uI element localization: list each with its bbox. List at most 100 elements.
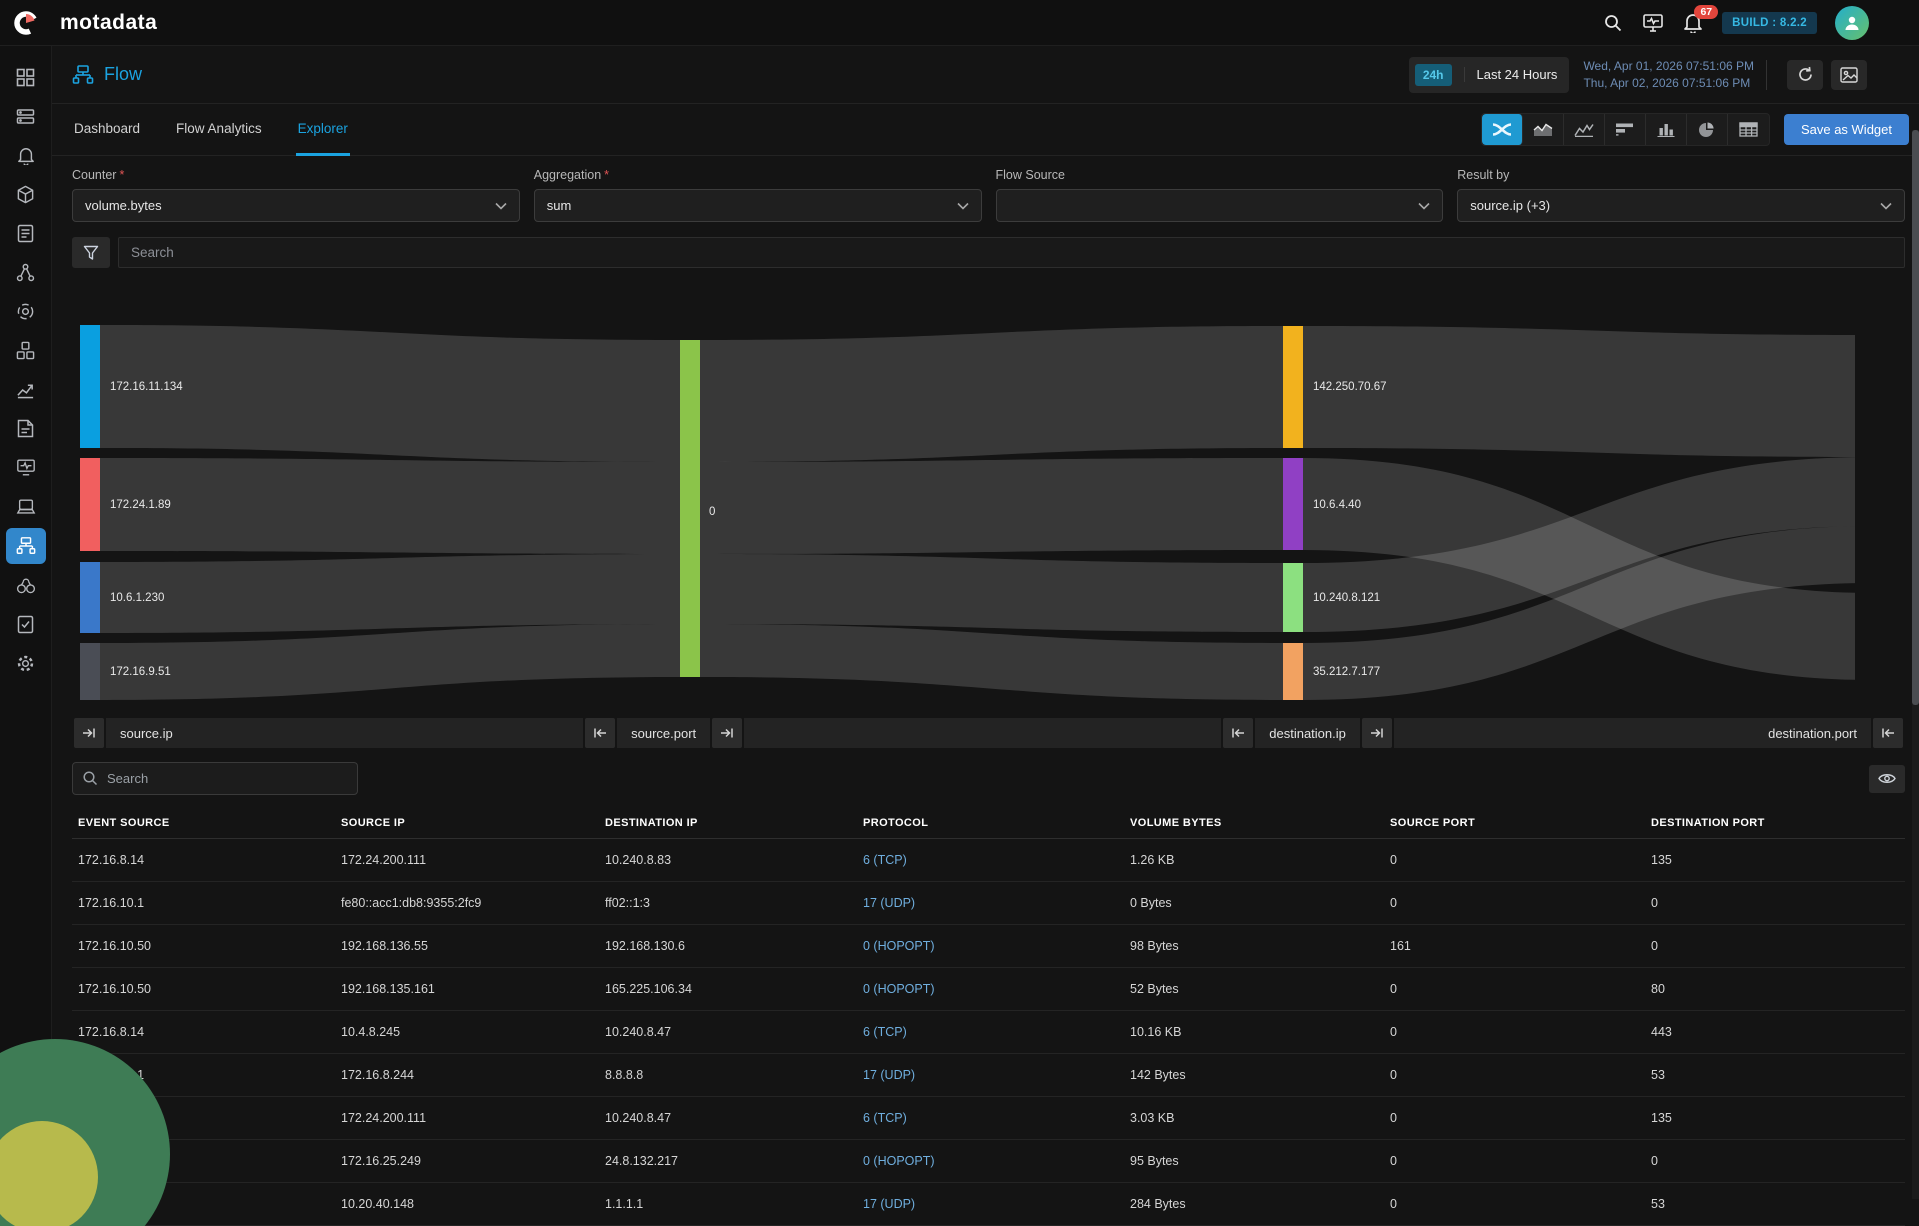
table-row[interactable]: 172.16.10.1 fe80::acc1:db8:9355:2fc9 ff0…	[72, 882, 1905, 925]
system-monitor-icon[interactable]	[1642, 12, 1664, 34]
table-row[interactable]: 172.16.10.1 10.20.40.148 1.1.1.1 17 (UDP…	[72, 1183, 1905, 1226]
table-row[interactable]: 172.16.10.50 192.168.135.161 165.225.106…	[72, 968, 1905, 1011]
top-header: motadata 67 BUILD : 8.2.2	[0, 0, 1919, 46]
flow-table: EVENT SOURCE SOURCE IP DESTINATION IP PR…	[72, 807, 1905, 1226]
search-icon	[82, 770, 98, 786]
collapse-left-icon[interactable]	[1223, 718, 1253, 748]
sidebar-item-modules[interactable]	[6, 331, 46, 370]
filter-flow-source: Flow Source	[996, 168, 1444, 222]
table-row[interactable]: 172.16.8.14 10.4.8.245 10.240.8.47 6 (TC…	[72, 1011, 1905, 1054]
sidebar-item-monitoring[interactable]	[6, 448, 46, 487]
axis-label-destination-ip: destination.ip	[1255, 718, 1360, 748]
filter-result-by: Result by source.ip (+3)	[1457, 168, 1905, 222]
cell-destination-port: 0	[1651, 939, 1905, 953]
table-row[interactable]: 172.16.8.14 172.24.200.111 10.240.8.47 6…	[72, 1097, 1905, 1140]
sankey-label: 35.212.7.177	[1313, 666, 1380, 678]
collapse-right-icon[interactable]	[1362, 718, 1392, 748]
pie-chart-icon[interactable]	[1687, 114, 1728, 145]
column-header[interactable]: DESTINATION IP	[605, 817, 863, 829]
time-badge: 24h	[1415, 64, 1452, 86]
column-header[interactable]: SOURCE PORT	[1390, 817, 1651, 829]
column-visibility-eye-icon[interactable]	[1869, 765, 1905, 793]
flow-search-input[interactable]	[118, 237, 1905, 268]
sidebar-item-logs[interactable]	[6, 214, 46, 253]
sidebar-item-settings[interactable]	[6, 644, 46, 683]
sankey-node[interactable]	[80, 643, 100, 700]
table-search-input[interactable]	[72, 762, 358, 795]
column-header[interactable]: VOLUME BYTES	[1130, 817, 1390, 829]
sidebar-item-devices[interactable]	[6, 487, 46, 526]
sidebar-item-scan[interactable]	[6, 292, 46, 331]
sidebar-item-reports[interactable]	[6, 409, 46, 448]
sankey-node[interactable]	[1283, 643, 1303, 700]
collapse-right-icon[interactable]	[712, 718, 742, 748]
cell-volume-bytes: 10.16 KB	[1130, 1025, 1390, 1039]
tab-explorer[interactable]: Explorer	[296, 104, 350, 156]
sankey-node[interactable]	[1283, 563, 1303, 632]
result-by-dropdown[interactable]: source.ip (+3)	[1457, 189, 1905, 222]
aggregation-dropdown[interactable]: sum	[534, 189, 982, 222]
sidebar-item-alerts[interactable]	[6, 136, 46, 175]
collapse-left-icon[interactable]	[585, 718, 615, 748]
save-as-widget-button[interactable]: Save as Widget	[1784, 114, 1909, 145]
area-chart-icon[interactable]	[1523, 114, 1564, 145]
cell-source-port: 0	[1390, 982, 1651, 996]
sidebar-item-servers[interactable]	[6, 97, 46, 136]
table-row[interactable]: 172.16.8.14 172.24.200.111 10.240.8.83 6…	[72, 839, 1905, 882]
cell-source-port: 0	[1390, 1068, 1651, 1082]
sankey-node[interactable]	[80, 458, 100, 551]
counter-dropdown[interactable]: volume.bytes	[72, 189, 520, 222]
page-scrollbar[interactable]	[1912, 130, 1919, 1199]
tab-dashboard[interactable]: Dashboard	[72, 104, 142, 156]
search-icon[interactable]	[1602, 12, 1624, 34]
table-row[interactable]: 172.16.10.50 192.168.136.55 192.168.130.…	[72, 925, 1905, 968]
sidebar-item-dashboard[interactable]	[6, 58, 46, 97]
required-mark: *	[604, 168, 609, 182]
cell-destination-ip: 10.240.8.47	[605, 1025, 863, 1039]
table-row[interactable]: 172.16.10.50 172.16.25.249 24.8.132.217 …	[72, 1140, 1905, 1183]
build-version-badge: BUILD : 8.2.2	[1722, 12, 1817, 34]
sankey-chart[interactable]: 172.16.11.134 172.24.1.89 10.6.1.230 172…	[65, 274, 1919, 712]
sankey-label: 0	[709, 506, 715, 518]
tab-flow-analytics[interactable]: Flow Analytics	[174, 104, 264, 156]
column-header[interactable]: SOURCE IP	[341, 817, 605, 829]
horizontal-bar-chart-icon[interactable]	[1605, 114, 1646, 145]
flow-source-dropdown[interactable]	[996, 189, 1444, 222]
user-avatar[interactable]	[1835, 6, 1869, 40]
refresh-button[interactable]	[1787, 60, 1823, 90]
line-chart-icon[interactable]	[1564, 114, 1605, 145]
sankey-node[interactable]	[80, 325, 100, 448]
sankey-node[interactable]	[1283, 326, 1303, 448]
sankey-label: 172.16.11.134	[110, 381, 183, 393]
scrollbar-thumb[interactable]	[1912, 130, 1919, 705]
result-by-value: source.ip (+3)	[1470, 198, 1550, 213]
table-row[interactable]: 172.16.10.1 172.16.8.244 8.8.8.8 17 (UDP…	[72, 1054, 1905, 1097]
funnel-filter-icon[interactable]	[72, 237, 110, 268]
table-view-icon[interactable]	[1728, 114, 1769, 145]
sidebar-item-topology[interactable]	[6, 253, 46, 292]
cell-event-source: 172.16.10.1	[78, 896, 341, 910]
collapse-left-icon[interactable]	[1873, 718, 1903, 748]
time-range-picker[interactable]: 24h Last 24 Hours	[1409, 57, 1570, 93]
cell-protocol: 6 (TCP)	[863, 1025, 1130, 1039]
sidebar-item-packages[interactable]	[6, 175, 46, 214]
sankey-node[interactable]	[1283, 458, 1303, 550]
sidebar-item-flow[interactable]	[6, 528, 46, 564]
sidebar-item-compliance[interactable]	[6, 605, 46, 644]
cell-source-port: 0	[1390, 1154, 1651, 1168]
sankey-chart-icon[interactable]	[1482, 114, 1523, 145]
cell-source-ip: 10.4.8.245	[341, 1025, 605, 1039]
bell-icon[interactable]: 67	[1682, 12, 1704, 34]
collapse-right-icon[interactable]	[74, 718, 104, 748]
column-header[interactable]: EVENT SOURCE	[78, 817, 341, 829]
snapshot-image-button[interactable]	[1831, 60, 1867, 90]
cell-volume-bytes: 52 Bytes	[1130, 982, 1390, 996]
sidebar-item-discovery[interactable]	[6, 566, 46, 605]
sidebar-item-trends[interactable]	[6, 370, 46, 409]
column-chart-icon[interactable]	[1646, 114, 1687, 145]
sankey-node[interactable]	[80, 562, 100, 633]
column-header[interactable]: PROTOCOL	[863, 817, 1130, 829]
sankey-label: 10.240.8.121	[1313, 592, 1380, 604]
sankey-node[interactable]	[680, 340, 700, 677]
column-header[interactable]: DESTINATION PORT	[1651, 817, 1905, 829]
